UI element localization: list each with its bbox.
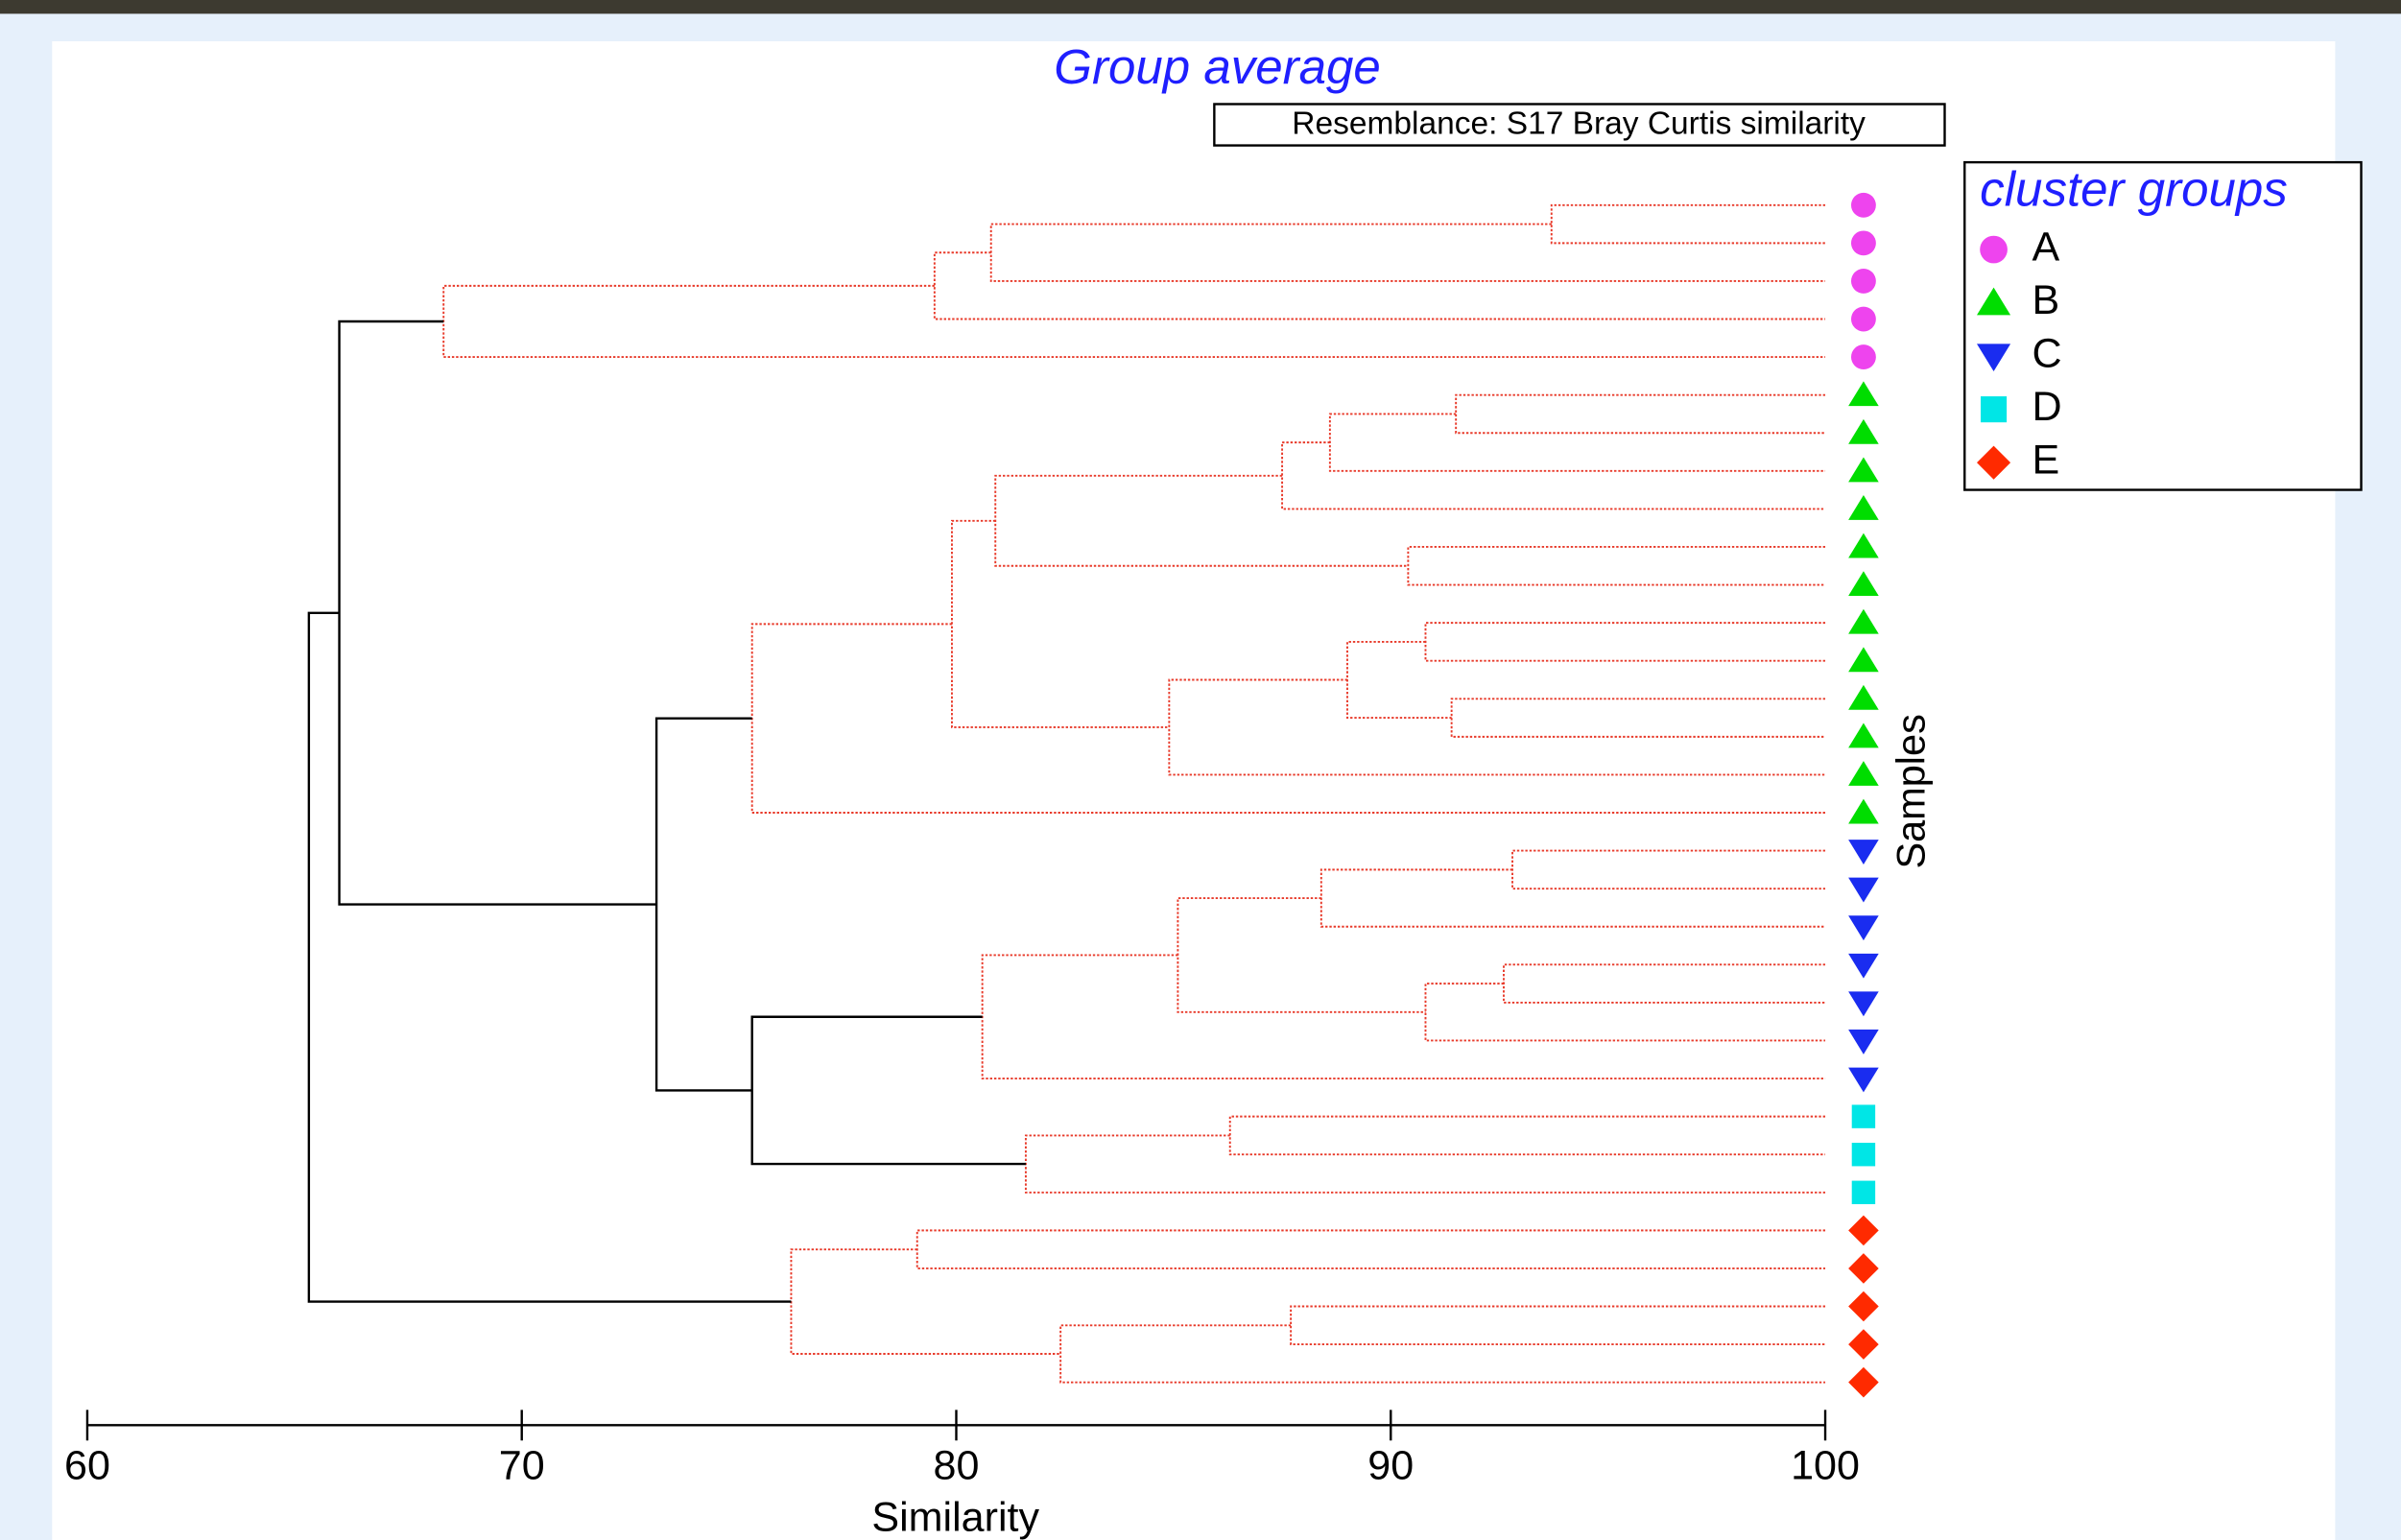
leaf-marker	[1851, 1143, 1876, 1167]
dendrogram-link	[1177, 897, 1426, 1013]
leaf-marker	[1848, 1067, 1879, 1093]
chart-panel	[52, 41, 2336, 1540]
leaf-marker	[1848, 457, 1879, 483]
dendrogram-link	[1450, 698, 1826, 738]
leaf-marker	[1848, 953, 1879, 979]
dendrogram-link	[1281, 441, 1826, 510]
leaf-marker	[1848, 684, 1879, 710]
leaf-marker	[1850, 344, 1876, 370]
dendrogram-link	[307, 611, 792, 1303]
leaf-marker	[1848, 1253, 1879, 1284]
dendrogram-link	[1290, 1305, 1826, 1346]
leaf-marker	[1850, 230, 1876, 256]
leaf-marker	[1851, 1180, 1876, 1204]
leaf-marker	[1848, 840, 1879, 865]
leaf-marker	[1848, 381, 1879, 407]
leaf-marker	[1848, 877, 1879, 903]
legend-label: C	[2032, 330, 2061, 376]
leaf-marker	[1850, 306, 1876, 332]
x-tick-label: 90	[1367, 1442, 1414, 1488]
leaf-marker	[1848, 495, 1879, 520]
legend-marker	[1980, 396, 2008, 423]
legend-label: B	[2032, 277, 2059, 323]
dendrogram-link	[915, 1229, 1826, 1269]
chart-title: Group average	[1054, 39, 1381, 94]
leaf-marker	[1848, 571, 1879, 597]
leaf-marker	[1848, 723, 1879, 748]
leaf-marker	[1848, 1029, 1879, 1054]
leaf-marker	[1848, 608, 1879, 634]
x-tick-label: 70	[499, 1442, 545, 1488]
dendrogram-link	[750, 623, 1826, 814]
leaf-marker	[1848, 533, 1879, 558]
legend-label: E	[2032, 438, 2059, 484]
leaf-marker	[1848, 1329, 1879, 1360]
x-tick-label: 60	[64, 1442, 110, 1488]
leaf-marker	[1848, 991, 1879, 1017]
x-tick-label: 100	[1791, 1442, 1860, 1488]
legend-label: D	[2032, 384, 2061, 430]
dendrogram-link	[1228, 1115, 1826, 1156]
leaf-marker	[1848, 798, 1879, 824]
leaf-marker	[1848, 1366, 1879, 1398]
leaf-marker	[1848, 1291, 1879, 1322]
legend-marker	[1980, 235, 2008, 264]
leaf-marker	[1850, 269, 1876, 294]
legend-title: cluster groups	[1980, 162, 2288, 217]
x-tick-label: 80	[934, 1442, 980, 1488]
dendrogram-link	[1168, 678, 1826, 776]
legend-label: A	[2032, 224, 2059, 270]
leaf-marker	[1848, 915, 1879, 941]
chart-subtitle: Resemblance: S17 Bray Curtis similarity	[1292, 107, 1866, 142]
leaf-marker	[1848, 1215, 1879, 1246]
y-axis-label: Samples	[1889, 714, 1934, 868]
dendrogram-link	[1550, 203, 1826, 245]
leaf-marker	[1848, 647, 1879, 673]
leaf-marker	[1848, 761, 1879, 786]
dendrogram-link	[1455, 393, 1826, 435]
top-strip	[0, 0, 2401, 14]
dendrogram-link	[1424, 983, 1826, 1042]
legend-marker	[1977, 344, 2011, 372]
x-axis-label: Similarity	[871, 1495, 1039, 1540]
subtitle-box	[1213, 103, 1946, 147]
legend-box	[1963, 160, 2363, 491]
legend-marker	[1977, 287, 2011, 316]
leaf-marker	[1850, 192, 1876, 218]
leaf-marker	[1851, 1104, 1876, 1128]
leaf-marker	[1848, 418, 1879, 444]
dendrogram-link	[750, 1015, 1026, 1166]
dendrogram-link	[933, 251, 1826, 320]
